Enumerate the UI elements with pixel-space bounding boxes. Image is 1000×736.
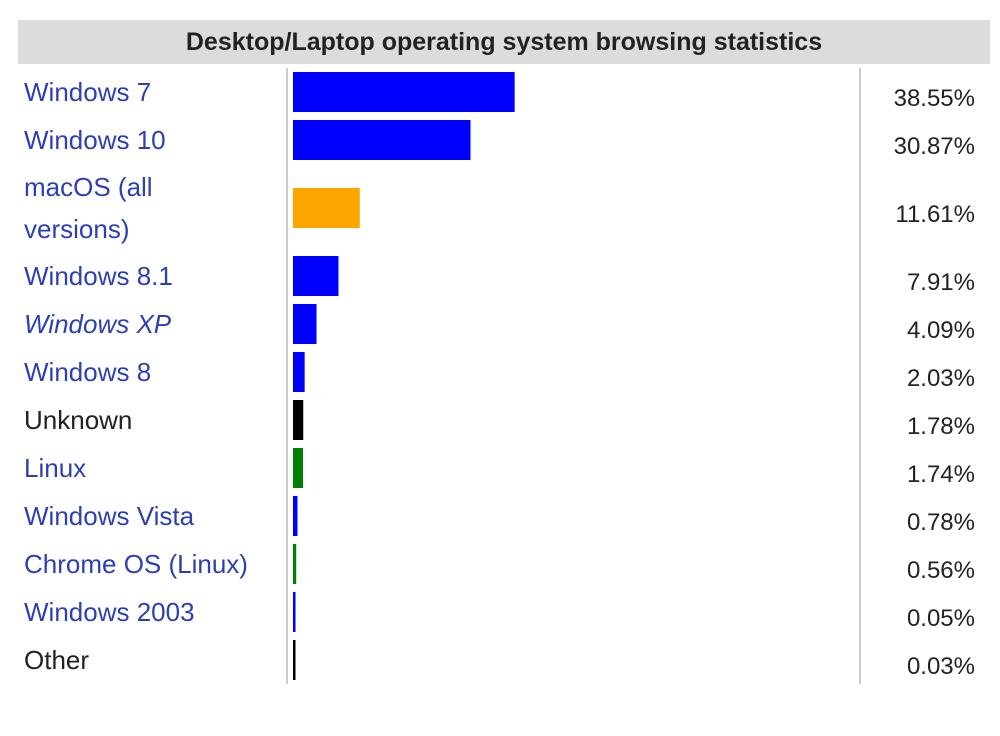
bar	[293, 352, 305, 392]
category-label: Other	[24, 645, 89, 675]
bar	[293, 120, 471, 160]
category-label[interactable]: macOS (all versions)	[24, 172, 153, 244]
bar	[293, 256, 339, 296]
category-label[interactable]: Chrome OS (Linux)	[24, 549, 248, 579]
value-label: 0.56%	[907, 557, 975, 584]
bar	[293, 544, 297, 584]
bar	[293, 592, 296, 632]
value-label: 2.03%	[907, 365, 975, 392]
category-label[interactable]: Windows Vista	[24, 501, 195, 531]
category-label[interactable]: Windows XP	[24, 309, 172, 339]
bar	[293, 496, 298, 536]
value-label: 0.03%	[907, 653, 975, 680]
category-label[interactable]: Windows 8.1	[24, 261, 173, 291]
category-label[interactable]: Linux	[24, 453, 86, 483]
bar	[293, 304, 317, 344]
bar	[293, 640, 296, 680]
bar	[293, 400, 304, 440]
category-label[interactable]: Windows 7	[24, 77, 151, 107]
value-label: 0.05%	[907, 605, 975, 632]
category-label: Unknown	[24, 405, 132, 435]
value-label: 11.61%	[895, 201, 975, 228]
value-label: 30.87%	[894, 133, 975, 160]
chart-title: Desktop/Laptop operating system browsing…	[18, 20, 990, 64]
category-label[interactable]: Windows 8	[24, 357, 151, 387]
value-label: 38.55%	[894, 85, 975, 112]
value-label: 4.09%	[907, 317, 975, 344]
bar	[293, 448, 304, 488]
value-label: 1.78%	[907, 413, 975, 440]
value-label: 1.74%	[907, 461, 975, 488]
bar	[293, 72, 515, 112]
category-label[interactable]: Windows 10	[24, 125, 166, 155]
category-label[interactable]: Windows 2003	[24, 597, 195, 627]
value-label: 0.78%	[907, 509, 975, 536]
bar	[293, 188, 360, 228]
value-label: 7.91%	[907, 269, 975, 296]
